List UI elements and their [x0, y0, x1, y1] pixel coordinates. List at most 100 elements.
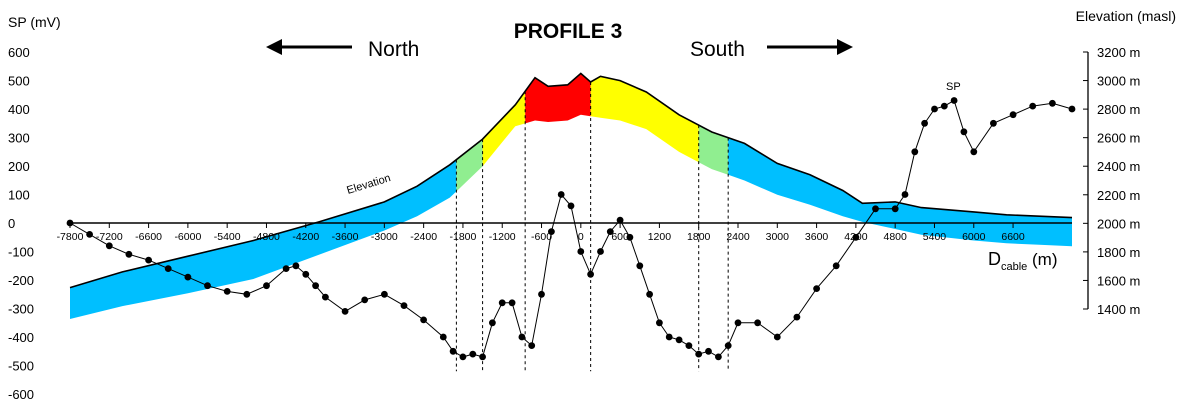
- sp-point: [420, 316, 427, 324]
- y-right-axis-title: Elevation (masl): [1076, 8, 1176, 24]
- sp-point: [322, 293, 329, 301]
- sp-point: [66, 219, 74, 227]
- sp-point: [1049, 99, 1056, 107]
- sp-point: [508, 299, 516, 307]
- sp-point: [705, 347, 712, 355]
- sp-point: [616, 216, 624, 224]
- x-axis-title: Dcable (m): [988, 249, 1058, 273]
- y-left-tick-label: 500: [8, 74, 30, 89]
- sp-point: [921, 119, 928, 127]
- sp-point: [695, 350, 703, 358]
- sp-point: [597, 248, 604, 255]
- sp-point: [557, 191, 565, 198]
- sp-point: [449, 347, 457, 355]
- x-tick-label: 600: [611, 231, 629, 243]
- sp-point: [832, 262, 840, 270]
- sp-point: [1029, 102, 1037, 110]
- sp-point: [940, 102, 948, 110]
- y-right-tick-label: 3200 m: [1097, 45, 1140, 60]
- x-tick-label: -3000: [371, 231, 398, 243]
- y-right-tick-label: 2600 m: [1097, 131, 1140, 146]
- direction-north-label: North: [368, 38, 419, 61]
- sp-point: [243, 290, 251, 298]
- sp-point: [381, 290, 388, 298]
- elevation-annotation: Elevation: [345, 172, 392, 197]
- sp-point: [1009, 111, 1017, 119]
- y-left-tick-label: 0: [8, 216, 15, 231]
- elevation-band-green-1: [456, 139, 483, 192]
- elevation-band-blue-0: [70, 159, 457, 319]
- x-axis-title-main: D: [988, 249, 1001, 269]
- sp-point: [665, 333, 673, 341]
- elevation-band-blue-6: [728, 137, 1072, 247]
- y-right-tick-label: 2000 m: [1097, 216, 1140, 231]
- x-tick-label: 6000: [962, 231, 986, 243]
- x-tick-label: 2400: [726, 231, 750, 243]
- y-left-tick-label: 400: [8, 102, 30, 117]
- sp-point: [901, 191, 909, 198]
- sp-point: [715, 353, 722, 361]
- x-tick-label: 1200: [648, 231, 672, 243]
- y-left-tick-label: -500: [8, 359, 34, 374]
- sp-point: [793, 313, 801, 321]
- x-tick-label: -4200: [292, 231, 319, 243]
- x-axis-title-unit: (m): [1027, 250, 1057, 269]
- sp-point: [302, 270, 310, 278]
- y-left-tick-label: -100: [8, 245, 34, 260]
- y-right-tick-label: 1400 m: [1097, 302, 1140, 317]
- sp-point: [528, 342, 536, 349]
- north-arrow-icon: [266, 39, 352, 55]
- y-right-tick-label: 1800 m: [1097, 245, 1140, 260]
- axes-layer: -7800 -7200 -6600 -6000 -5400 -4800 -4200 -3600…: [8, 45, 1140, 402]
- x-tick-label: -1800: [450, 231, 477, 243]
- sp-point: [105, 242, 113, 250]
- x-tick-label: -1200: [489, 231, 516, 243]
- x-tick-label: 4800: [883, 231, 907, 243]
- sp-point: [312, 282, 319, 290]
- sp-point: [685, 342, 693, 349]
- sp-point: [636, 262, 644, 270]
- sp-point: [86, 231, 93, 238]
- y-left-tick-label: -600: [8, 387, 34, 402]
- sp-point: [646, 290, 653, 298]
- sp-point: [970, 148, 978, 156]
- y-left-tick-label: -200: [8, 273, 34, 288]
- direction-south-label: South: [690, 38, 745, 61]
- sp-point: [626, 233, 634, 241]
- sp-point: [459, 353, 467, 361]
- sp-point: [292, 262, 300, 270]
- sp-point: [577, 248, 585, 255]
- x-tick-label: 1800: [687, 231, 711, 243]
- sp-point: [145, 256, 153, 264]
- sp-point: [773, 333, 781, 341]
- x-tick-label: 3600: [805, 231, 829, 243]
- x-tick-label: 6600: [1001, 231, 1025, 243]
- sp-annotation: SP: [946, 81, 961, 93]
- sp-point: [891, 205, 899, 213]
- sp-point: [204, 282, 211, 290]
- sp-point: [518, 333, 526, 341]
- sp-point: [852, 233, 860, 241]
- sp-point: [282, 265, 290, 272]
- sp-point: [1068, 105, 1076, 113]
- y-left-tick-label: 600: [8, 45, 30, 60]
- sp-point: [813, 285, 820, 292]
- chart-title: PROFILE 3: [514, 20, 623, 43]
- y-right-tick-label: 3000 m: [1097, 74, 1140, 89]
- sp-point: [872, 205, 879, 213]
- y-left-tick-label: -400: [8, 330, 34, 345]
- sp-point: [498, 299, 506, 307]
- sp-point: [538, 290, 545, 298]
- sp-point: [469, 350, 477, 358]
- x-tick-label: 0: [578, 231, 584, 243]
- sp-point: [567, 202, 575, 210]
- x-tick-label: -7200: [96, 231, 123, 243]
- sp-point: [400, 302, 408, 309]
- x-tick-label: -7800: [57, 231, 84, 243]
- elevation-line: [69, 72, 1073, 289]
- sp-point: [606, 228, 614, 236]
- sp-point: [754, 319, 761, 327]
- y-right-tick-label: 2400 m: [1097, 159, 1140, 174]
- x-tick-label: -6000: [174, 231, 201, 243]
